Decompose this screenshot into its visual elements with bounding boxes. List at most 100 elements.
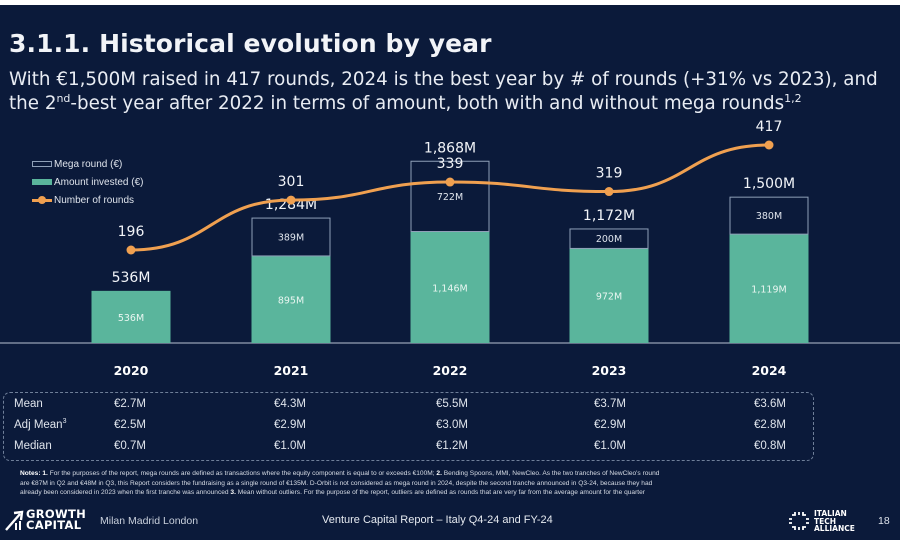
note-text: For the purposes of the report, mega rou… [49, 470, 435, 477]
total-label: 1,172M [583, 208, 635, 224]
note-number: 1. [42, 470, 48, 477]
mega-round-bar-label: 722M [437, 192, 463, 203]
amount-bar-label: 972M [596, 292, 622, 303]
note-number: 2. [436, 470, 442, 477]
ita-wordmark: ITALIAN TECH ALLIANCE [814, 510, 855, 533]
stats-cell: €1.0M [594, 440, 626, 452]
stats-cell: €1.0M [274, 440, 306, 452]
footnotes: Notes: 1. For the purposes of the report… [20, 469, 890, 498]
subtitle-line-1: With €1,500M raised in 417 rounds, 2024 … [9, 69, 878, 90]
stats-cell: €2.5M [114, 419, 146, 431]
x-tick-label: 2024 [752, 363, 787, 378]
notes-label: Notes: [20, 470, 41, 477]
stats-cell: €0.7M [114, 440, 146, 452]
legend-item-amount: Amount invested (€) [32, 173, 144, 191]
logo-text: GROWTH [26, 507, 87, 521]
subtitle-text: -best year after 2022 in terms of amount… [70, 93, 785, 114]
mega-round-bar [729, 196, 809, 235]
report-title: Venture Capital Report – Italy Q4-24 and… [322, 514, 553, 526]
amount-bar [410, 231, 490, 343]
stats-cell: €3.6M [754, 398, 786, 410]
office-cities: Milan Madrid London [100, 515, 199, 527]
growth-capital-logo: GROWTH CAPITAL [4, 507, 87, 532]
line-marker-swatch-icon [32, 195, 52, 204]
stats-row: Adj Mean3 €2.5M €2.9M €3.0M €2.9M €2.8M [4, 418, 813, 439]
amount-bar [251, 255, 331, 343]
logo-text: CAPITAL [26, 518, 82, 532]
logo-text: ITALIAN [814, 509, 847, 518]
footnote-ref: 1,2 [784, 92, 802, 105]
stats-cell: €2.8M [754, 419, 786, 431]
slide: 3.1.1. Historical evolution by year With… [0, 5, 900, 540]
rounds-label: 417 [756, 119, 783, 135]
mega-round-bar-label: 200M [596, 234, 622, 245]
amount-bar [569, 248, 649, 343]
total-label: 1,500M [743, 176, 795, 192]
x-tick-label: 2020 [114, 363, 149, 378]
italian-tech-alliance-logo: ITALIAN TECH ALLIANCE [788, 510, 855, 533]
mega-round-swatch-icon [32, 161, 52, 167]
stats-cell: €2.9M [274, 419, 306, 431]
legend-label: Number of rounds [54, 194, 135, 206]
stats-cell: €5.5M [436, 398, 468, 410]
rounds-point [764, 140, 774, 150]
stats-row: Mean €2.7M €4.3M €5.5M €3.7M €3.6M [4, 398, 813, 418]
stats-row-label: Adj Mean3 [14, 418, 67, 431]
amount-swatch-icon [32, 179, 52, 185]
rounds-point [604, 187, 614, 197]
legend-item-rounds: Number of rounds [32, 191, 144, 209]
stats-cell: €0.8M [754, 440, 786, 452]
note-text: Bending Spoons, MMI, NewCleo. As the two… [443, 470, 660, 477]
amount-bar [91, 290, 171, 343]
logo-text: TECH [814, 516, 837, 526]
amount-bar [729, 234, 809, 343]
stats-cell: €4.3M [274, 398, 306, 410]
mega-round-bar [251, 217, 331, 257]
amount-bar-label: 895M [278, 295, 304, 306]
mega-round-bar-label: 389M [278, 232, 304, 243]
page-title: 3.1.1. Historical evolution by year [9, 29, 492, 58]
legend-label: Mega round (€) [54, 158, 123, 170]
amount-bar-label: 536M [118, 313, 144, 324]
stats-row: Median €0.7M €1.0M €1.2M €1.0M €0.8M [4, 440, 813, 460]
stats-table: Mean €2.7M €4.3M €5.5M €3.7M €3.6M Adj Mean3 €2… [3, 392, 814, 461]
x-tick-label: 2021 [274, 363, 309, 378]
note-text: already been considered in 2023 when the… [20, 489, 229, 496]
total-label: 536M [112, 270, 151, 286]
page-subtitle: With €1,500M raised in 417 rounds, 2024 … [9, 68, 899, 116]
total-label: 1,868M [424, 140, 476, 156]
stats-cell: €2.7M [114, 398, 146, 410]
stats-row-label: Median [14, 440, 52, 452]
rounds-label: 301 [278, 174, 305, 190]
stats-cell: €1.2M [436, 440, 468, 452]
x-tick-label: 2023 [592, 363, 627, 378]
footnote-line: already been considered in 2023 when the… [20, 488, 890, 498]
stats-row-label: Mean [14, 398, 43, 410]
rounds-label: 319 [596, 166, 623, 182]
ita-gear-icon [789, 512, 809, 531]
legend-item-mega: Mega round (€) [32, 155, 144, 173]
amount-bar-label: 1,119M [751, 285, 786, 296]
stats-cell: €3.7M [594, 398, 626, 410]
rounds-label: 196 [118, 224, 145, 240]
footer: GROWTH CAPITAL Milan Madrid London Ventu… [0, 505, 900, 540]
chart-svg: 536M536M2020895M389M1,284M20211,146M722M… [0, 119, 900, 378]
rounds-point [126, 245, 136, 255]
footnote-line: are €87M in Q2 and €48M in Q3, this Repo… [20, 479, 653, 487]
footnote-ref: 3 [62, 418, 67, 425]
mega-round-bar-label: 380M [756, 211, 782, 222]
mega-round-bar [410, 160, 490, 232]
stats-cell: €3.0M [436, 419, 468, 431]
subtitle-line-2: the 2nd-best year after 2022 in terms of… [9, 92, 899, 116]
page-number: 18 [878, 515, 890, 527]
x-tick-label: 2022 [433, 363, 468, 378]
note-text: Mean without outliers. For the purpose o… [237, 489, 645, 496]
rounds-point [445, 177, 455, 187]
subtitle-text: the 2 [9, 93, 57, 114]
mega-round-bar [569, 228, 649, 249]
chart-legend: Mega round (€) Amount invested (€) Numbe… [32, 155, 144, 209]
note-number: 3. [230, 489, 236, 496]
logo-text: ALLIANCE [814, 524, 855, 533]
growth-arrow-icon [5, 510, 24, 531]
amount-bar-label: 1,146M [432, 283, 467, 294]
